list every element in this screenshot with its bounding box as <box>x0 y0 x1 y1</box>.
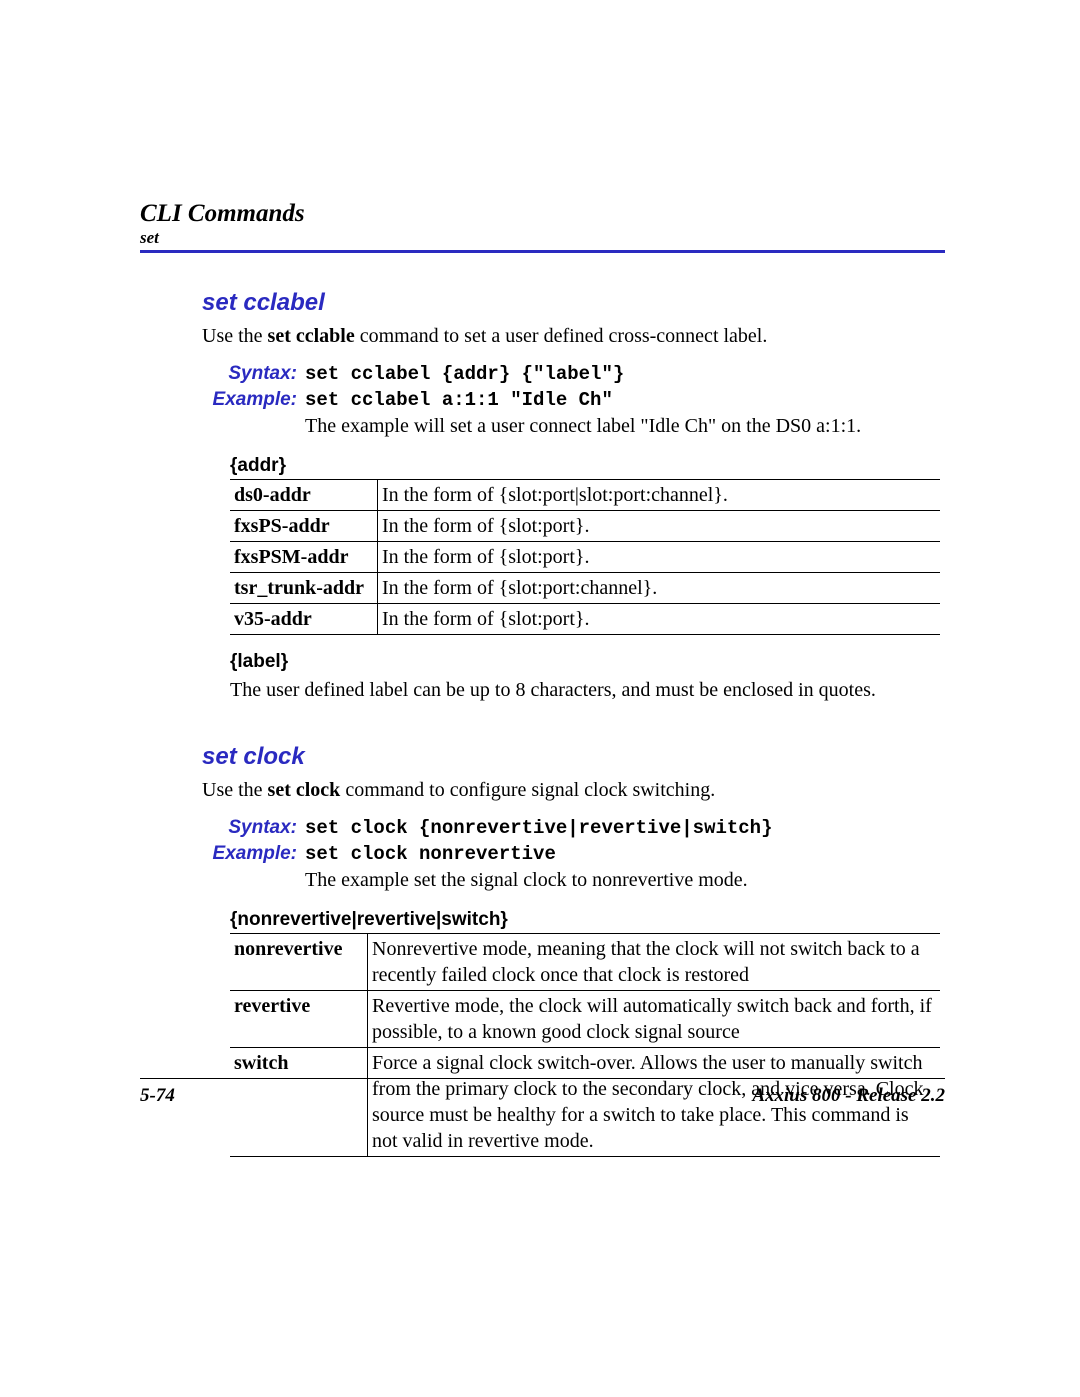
header-subsection: set <box>140 228 945 248</box>
param-heading-modes: {nonrevertive|revertive|switch} <box>230 909 945 931</box>
param-key: fxsPSM-addr <box>230 542 378 573</box>
header-rule <box>140 250 945 253</box>
syntax-code: set clock {nonrevertive|revertive|switch… <box>305 817 772 839</box>
param-key: v35-addr <box>230 604 378 635</box>
example-code: set clock nonrevertive <box>305 843 556 865</box>
example-code: set cclabel a:1:1 "Idle Ch" <box>305 389 613 411</box>
example-description: The example set the signal clock to nonr… <box>305 865 945 893</box>
command-intro: Use the set cclable command to set a use… <box>202 323 945 349</box>
intro-bold: set clock <box>268 779 341 801</box>
page-footer: 5-74 Axxius 800 - Release 2.2 <box>140 1072 945 1107</box>
param-desc: In the form of {slot:port}. <box>378 604 941 635</box>
table-row: tsr_trunk-addr In the form of {slot:port… <box>230 573 940 604</box>
chapter-title: CLI Commands <box>140 200 945 228</box>
intro-pre: Use the <box>202 325 268 347</box>
table-row: ds0-addr In the form of {slot:port|slot:… <box>230 480 940 511</box>
addr-table: ds0-addr In the form of {slot:port|slot:… <box>230 479 940 635</box>
intro-post: command to configure signal clock switch… <box>340 779 715 801</box>
param-key: ds0-addr <box>230 480 378 511</box>
page-header: CLI Commands set <box>140 200 945 253</box>
command-heading: set cclabel <box>202 289 945 317</box>
param-key: fxsPS-addr <box>230 511 378 542</box>
param-heading-addr: {addr} <box>230 455 945 477</box>
param-desc: Nonrevertive mode, meaning that the cloc… <box>368 934 941 991</box>
page-number: 5-74 <box>140 1085 175 1107</box>
example-label: Example: <box>202 843 305 865</box>
footer-line: 5-74 Axxius 800 - Release 2.2 <box>140 1079 945 1107</box>
table-row: fxsPSM-addr In the form of {slot:port}. <box>230 542 940 573</box>
param-key: nonrevertive <box>230 934 368 991</box>
example-description: The example will set a user connect labe… <box>305 411 945 439</box>
product-release: Axxius 800 - Release 2.2 <box>752 1085 945 1107</box>
syntax-label: Syntax: <box>202 817 305 839</box>
section-gap <box>202 703 945 743</box>
syntax-row: Syntax: set cclabel {addr} {"label"} <box>202 363 945 385</box>
table-row: nonrevertive Nonrevertive mode, meaning … <box>230 934 940 991</box>
intro-bold: set cclable <box>268 325 355 347</box>
mode-table: nonrevertive Nonrevertive mode, meaning … <box>230 933 940 1157</box>
table-row: v35-addr In the form of {slot:port}. <box>230 604 940 635</box>
param-desc: In the form of {slot:port|slot:port:chan… <box>378 480 941 511</box>
syntax-label: Syntax: <box>202 363 305 385</box>
param-desc: In the form of {slot:port}. <box>378 511 941 542</box>
command-heading: set clock <box>202 743 945 771</box>
param-key: tsr_trunk-addr <box>230 573 378 604</box>
syntax-row: Syntax: set clock {nonrevertive|revertiv… <box>202 817 945 839</box>
param-key: revertive <box>230 991 368 1048</box>
example-row: Example: set cclabel a:1:1 "Idle Ch" <box>202 389 945 411</box>
param-heading-label: {label} <box>230 651 945 673</box>
param-desc: In the form of {slot:port:channel}. <box>378 573 941 604</box>
section-set-cclabel: set cclabel Use the set cclable command … <box>202 289 945 703</box>
intro-pre: Use the <box>202 779 268 801</box>
param-desc: Revertive mode, the clock will automatic… <box>368 991 941 1048</box>
intro-post: command to set a user defined cross-conn… <box>355 325 768 347</box>
page-content: set cclabel Use the set cclable command … <box>140 255 945 1157</box>
label-note: The user defined label can be up to 8 ch… <box>230 677 945 703</box>
example-label: Example: <box>202 389 305 411</box>
command-intro: Use the set clock command to configure s… <box>202 777 945 803</box>
param-desc: In the form of {slot:port}. <box>378 542 941 573</box>
table-row: revertive Revertive mode, the clock will… <box>230 991 940 1048</box>
table-row: fxsPS-addr In the form of {slot:port}. <box>230 511 940 542</box>
page: CLI Commands set set cclabel Use the set… <box>0 0 1080 1397</box>
example-row: Example: set clock nonrevertive <box>202 843 945 865</box>
syntax-code: set cclabel {addr} {"label"} <box>305 363 624 385</box>
